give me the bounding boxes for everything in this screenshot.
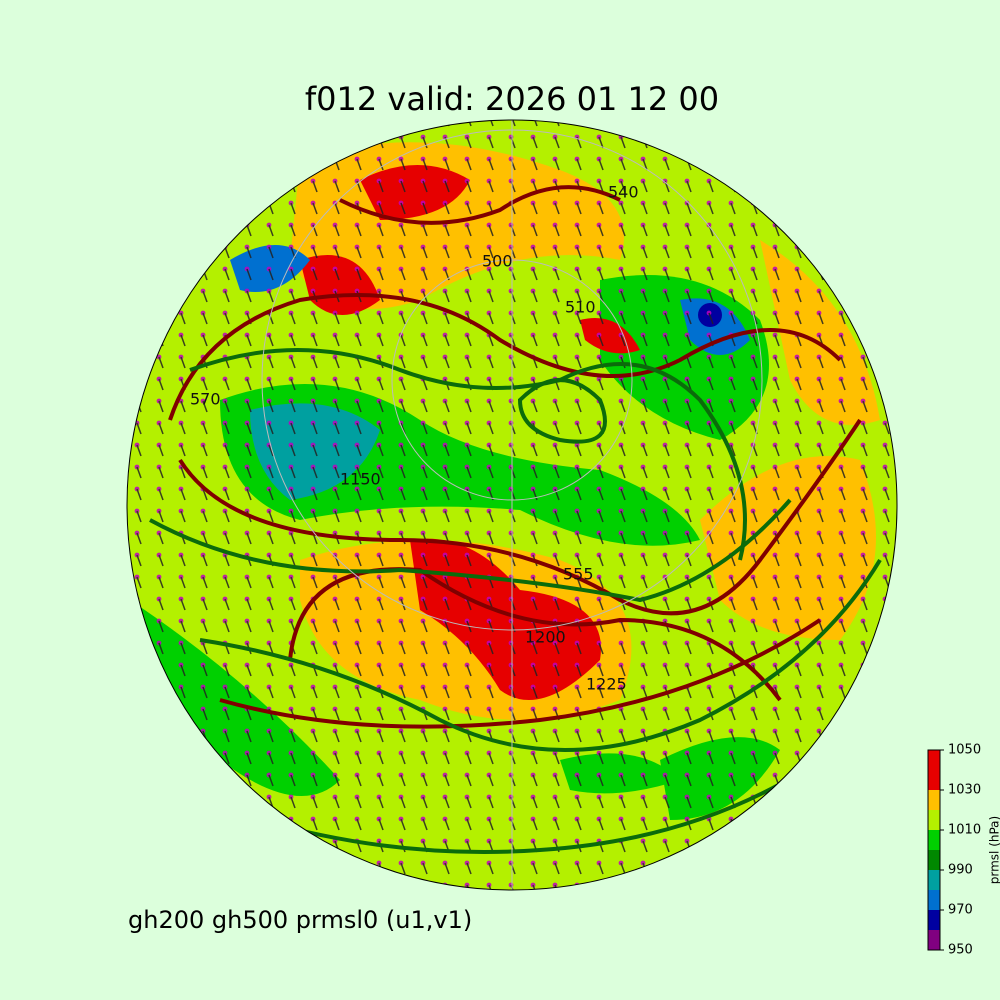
colorbar-tick-label: 990 xyxy=(948,863,973,878)
colorbar-segment xyxy=(928,790,940,810)
colorbar-segment xyxy=(928,910,940,930)
colorbar-label: prmsl (hPa) xyxy=(988,816,1000,884)
colorbar-segment xyxy=(928,890,940,910)
contour-label: 1225 xyxy=(586,675,627,694)
map xyxy=(127,120,897,890)
colorbar-tick-label: 1030 xyxy=(948,783,981,798)
contour-label: 1200 xyxy=(525,628,566,647)
colorbar-tick-label: 1050 xyxy=(948,743,981,758)
contour-label: 570 xyxy=(190,390,221,409)
globe-outline xyxy=(126,119,898,891)
colorbar-segment xyxy=(928,850,940,870)
contour-label: 555 xyxy=(563,565,594,584)
colorbar-segment xyxy=(928,810,940,830)
colorbar-tick-label: 1010 xyxy=(948,823,981,838)
contour-label: 510 xyxy=(565,298,596,317)
contour-label: 1150 xyxy=(340,470,381,489)
contour-label: 540 xyxy=(608,183,639,202)
contour-labels: 1150 1200 1225 555 540 510 570 500 xyxy=(190,183,639,694)
colorbar: 950 970 990 1010 1030 1050 xyxy=(927,743,981,958)
contour-label: 500 xyxy=(482,252,513,271)
colorbar-tick-label: 970 xyxy=(948,903,973,918)
title: f012 valid: 2026 01 12 00 xyxy=(305,80,719,118)
colorbar-tick-label: 950 xyxy=(948,943,973,958)
colorbar-segment xyxy=(928,930,940,950)
colorbar-segment xyxy=(928,870,940,890)
colorbar-segment xyxy=(928,830,940,850)
colorbar-segment xyxy=(928,750,940,790)
footer-label: gh200 gh500 prmsl0 (u1,v1) xyxy=(128,906,472,934)
colorbar-frame xyxy=(927,749,941,951)
